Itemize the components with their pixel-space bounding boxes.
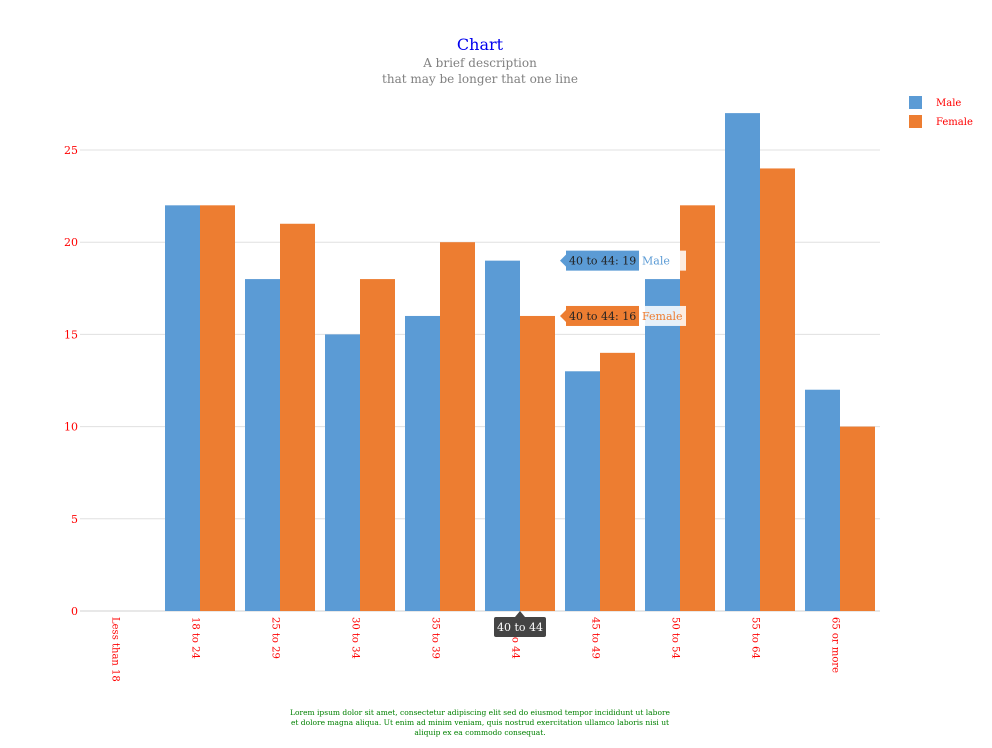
category-tooltip-text: 40 to 44	[497, 621, 543, 634]
bar-female-3	[360, 279, 395, 611]
x-tick-label: 45 to 49	[590, 617, 601, 659]
y-tick-label: 10	[64, 421, 78, 434]
y-tick-label: 15	[64, 328, 78, 341]
bar-male-9	[805, 389, 840, 611]
chart-title: Chart	[457, 35, 504, 54]
series-tooltip-name-female: Female	[642, 310, 683, 323]
y-tick-label: 25	[64, 144, 78, 157]
bar-male-6	[565, 371, 600, 611]
x-tick-label: 40 to 44	[510, 617, 521, 659]
x-tick-label: 65 or more	[830, 617, 841, 673]
bars	[165, 113, 875, 612]
chart-subtitle-line-2: that may be longer that one line	[382, 72, 578, 86]
bar-female-7	[680, 205, 715, 611]
bar-male-8	[725, 113, 760, 612]
category-tooltip-arrow	[515, 611, 525, 617]
bar-female-4	[440, 242, 475, 611]
x-tick-label: 35 to 39	[430, 617, 441, 659]
x-tick-label: 55 to 64	[750, 617, 761, 659]
chart-subtitle-line-1: A brief description	[422, 56, 537, 70]
bar-female-9	[840, 426, 875, 611]
bar-female-1	[200, 205, 235, 611]
x-tick-label: 30 to 34	[350, 617, 361, 659]
bar-male-3	[325, 334, 360, 611]
series-tooltip-text-female: 40 to 44: 16	[569, 310, 636, 323]
series-tooltip-arrow-female	[560, 309, 566, 322]
series-tooltip-arrow-male	[560, 254, 566, 267]
footnote-line-2: et dolore magna aliqua. Ut enim ad minim…	[291, 718, 669, 727]
series-tooltip-name-bg	[639, 250, 686, 271]
y-tick-label: 0	[71, 605, 78, 618]
series-tooltip-text-male: 40 to 44: 19	[569, 255, 636, 268]
y-axis-ticks: 0 5 10 15 20 25	[64, 144, 78, 618]
footnote-line-3: aliquip ex ea commodo consequat.	[414, 728, 545, 737]
y-tick-label: 20	[64, 236, 78, 249]
footnote-line-1: Lorem ipsum dolor sit amet, consectetur …	[290, 708, 671, 717]
bar-female-2	[280, 223, 315, 611]
series-tooltip-box-female	[566, 305, 639, 326]
bar-male-4	[405, 315, 440, 611]
legend-swatch-male	[909, 96, 922, 109]
bar-female-8	[760, 168, 795, 611]
series-tooltip-box-male	[566, 250, 639, 271]
x-axis-ticks: Less than 18 18 to 24 25 to 29 30 to 34 35 t…	[110, 617, 841, 682]
x-tick-label: 18 to 24	[190, 617, 201, 659]
bar-female-6	[600, 352, 635, 611]
legend-label-male: Male	[936, 98, 961, 109]
x-tick-label: Less than 18	[110, 617, 121, 682]
bar-male-1	[165, 205, 200, 611]
series-tooltip-name-male: Male	[642, 255, 670, 268]
bar-female-5	[520, 315, 555, 611]
legend: Male Female	[909, 96, 973, 128]
legend-swatch-female	[909, 115, 922, 128]
legend-label-female: Female	[936, 117, 973, 128]
bar-male-5	[485, 260, 520, 611]
y-tick-label: 5	[71, 513, 78, 526]
tooltips: 40 to 44 40 to 44: 19 Male 40 to 44: 16 Fema…	[494, 250, 686, 637]
category-tooltip-box	[494, 617, 546, 637]
x-tick-label: 50 to 54	[670, 617, 681, 659]
series-tooltip-name-bg	[639, 305, 686, 326]
x-tick-label: 25 to 29	[270, 617, 281, 659]
bar-male-7	[645, 279, 680, 611]
bar-male-2	[245, 279, 280, 611]
